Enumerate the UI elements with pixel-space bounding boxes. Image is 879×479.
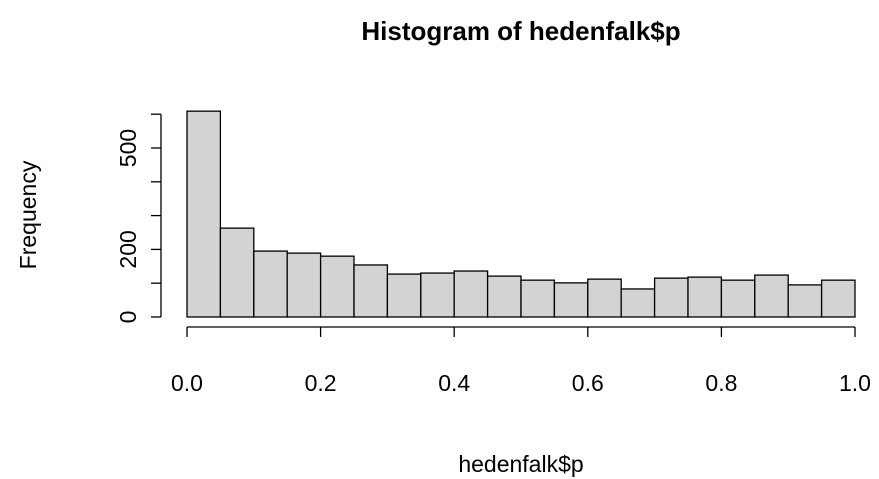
bar [587,278,622,318]
bar [253,250,288,318]
bar [353,264,389,318]
bar [486,275,522,318]
bar [453,270,489,318]
bar [820,279,856,318]
bar [219,227,255,318]
y-axis-label: Frequency [15,160,41,269]
y-tick-label: 0 [115,311,141,324]
chart-title: Histogram of hedenfalk$p [361,16,680,46]
bar [186,110,222,318]
bar [720,279,756,318]
x-tick-label: 0.8 [705,370,737,396]
x-tick-label: 0.0 [171,370,203,396]
bar [386,273,422,318]
x-tick-label: 0.2 [305,370,337,396]
bar [520,279,556,318]
bar [687,276,723,318]
bar [620,288,656,318]
bar [553,282,589,318]
bar [787,284,823,318]
x-tick-label: 0.4 [438,370,470,396]
bar [286,252,322,318]
bar [754,274,789,318]
x-tick-label: 0.6 [572,370,604,396]
y-tick-label: 200 [115,230,141,268]
bar [653,277,689,318]
bar [319,255,355,318]
bar [420,272,455,318]
x-axis-label: hedenfalk$p [458,451,583,477]
x-tick-label: 1.0 [839,370,871,396]
y-tick-label: 500 [115,129,141,167]
